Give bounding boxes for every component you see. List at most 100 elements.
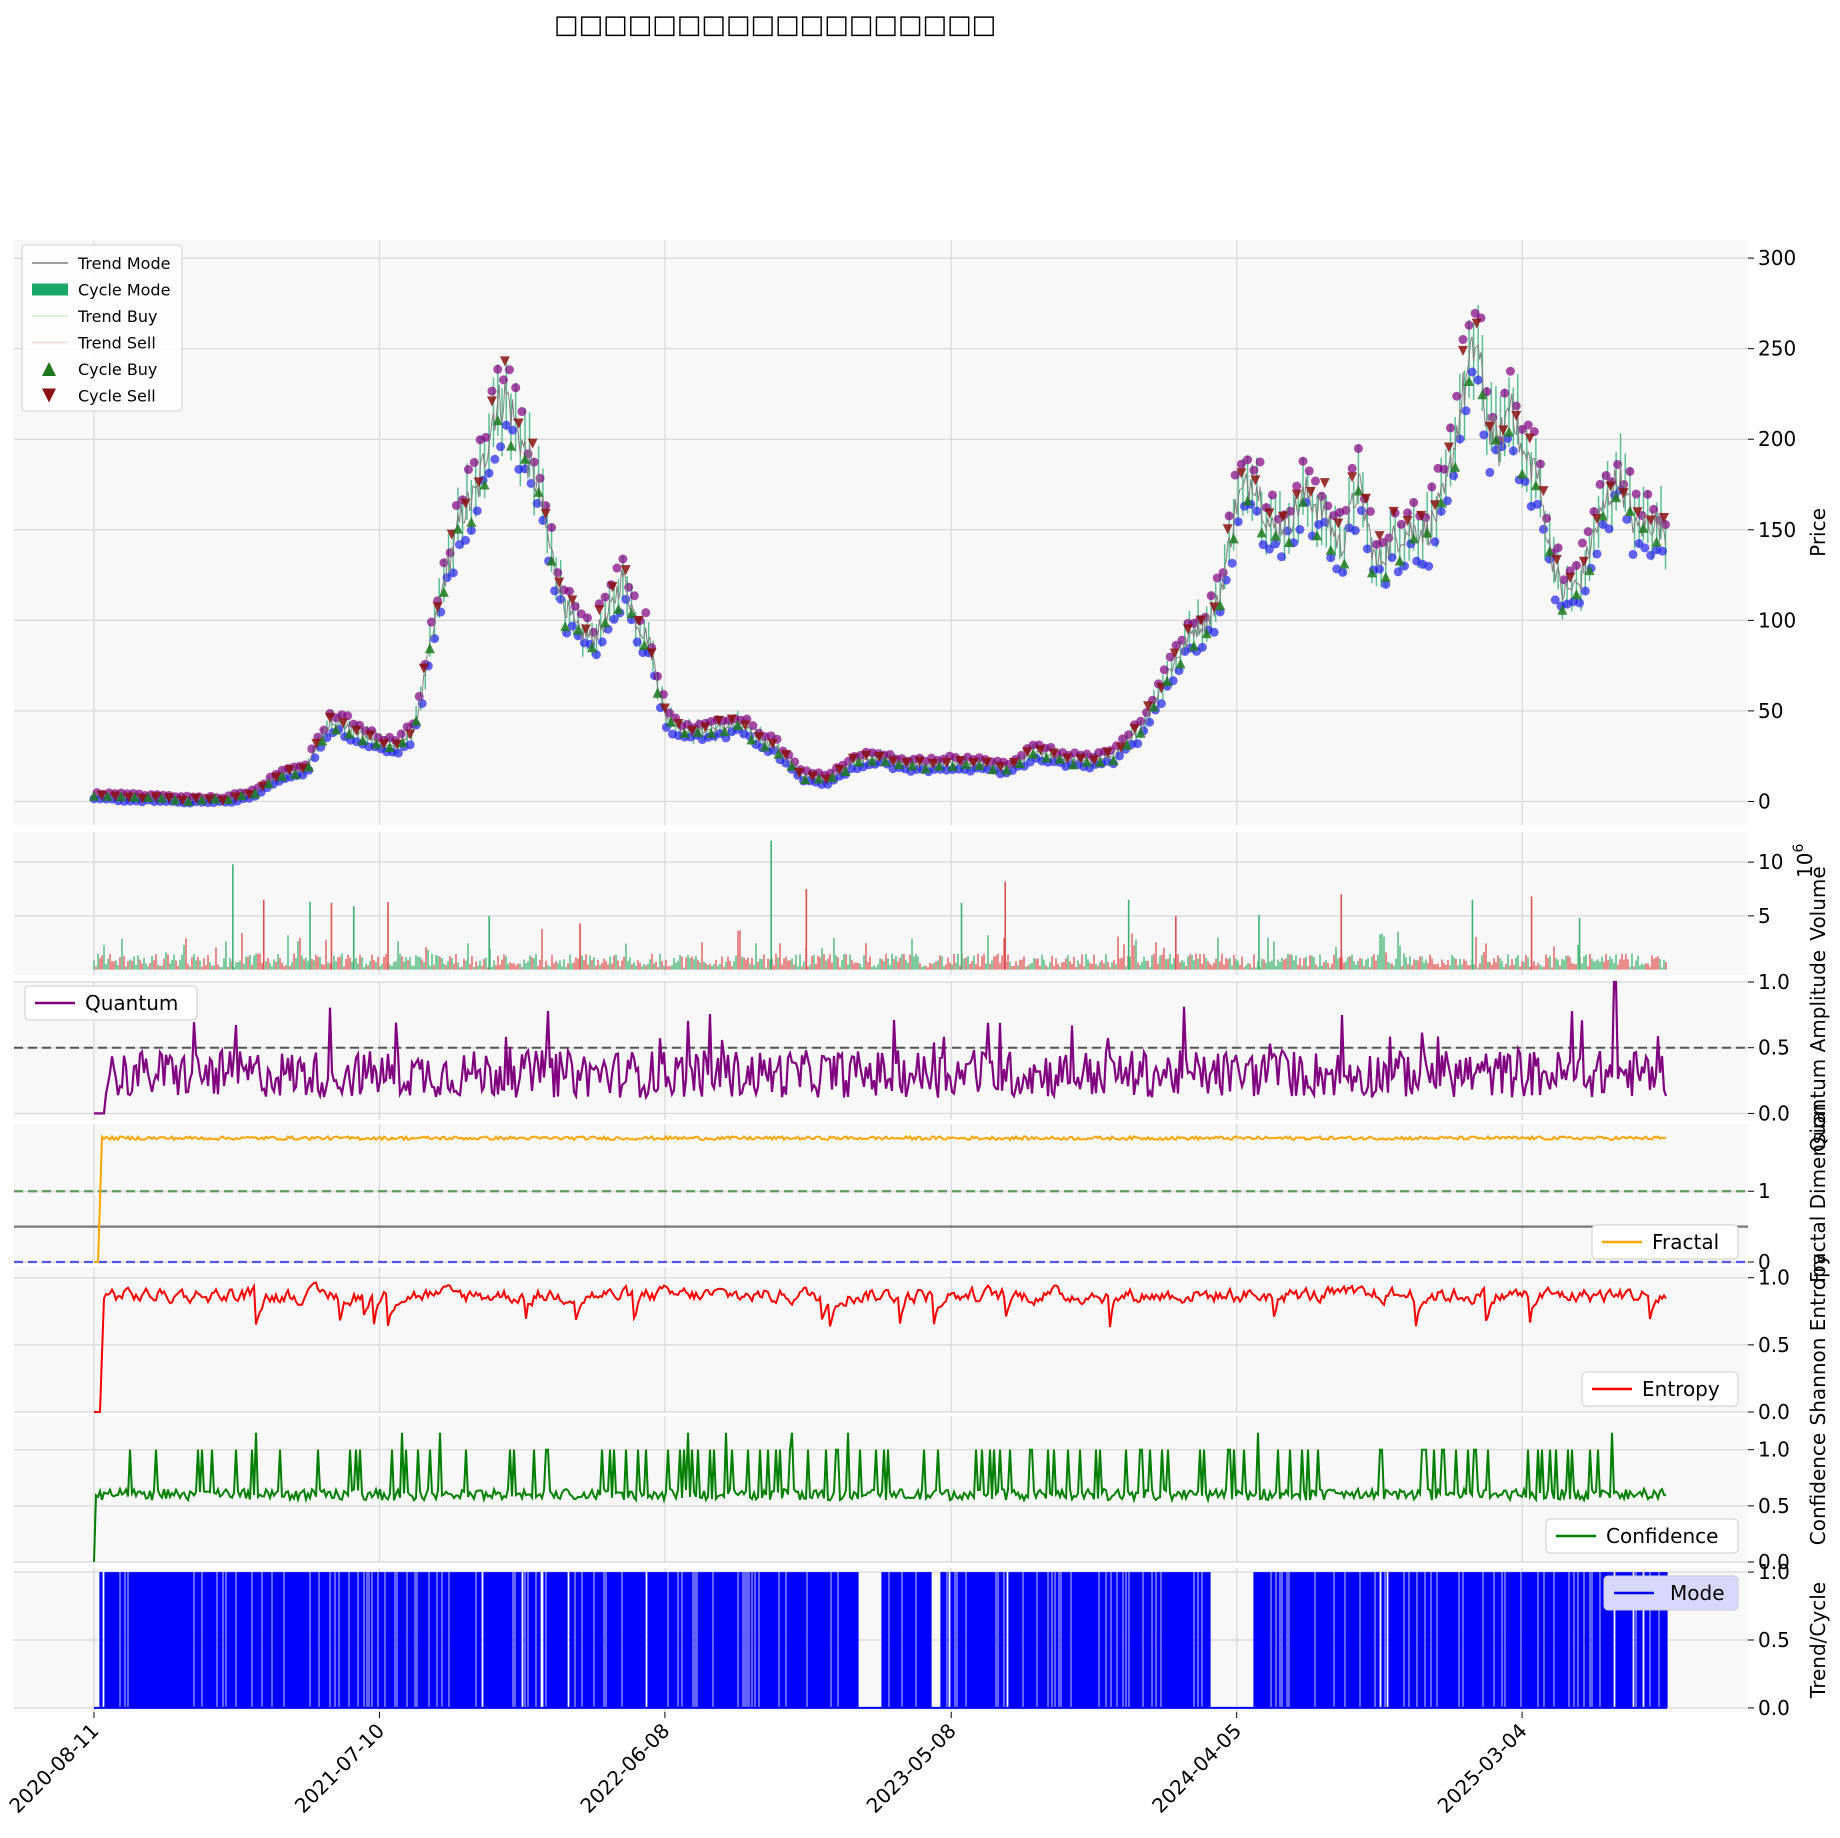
trend-high-marker bbox=[1218, 568, 1228, 578]
trend-high-marker bbox=[1577, 538, 1587, 548]
trend-high-marker bbox=[564, 586, 574, 596]
trend-high-marker bbox=[426, 617, 436, 627]
y-tick-label: 150 bbox=[1758, 518, 1796, 542]
cycle-sell-marker bbox=[901, 757, 912, 768]
cycle-sell-marker bbox=[1443, 442, 1454, 453]
cycle-buy-marker bbox=[987, 764, 998, 775]
trend-low-marker bbox=[508, 425, 518, 435]
cycle-buy-marker bbox=[156, 792, 167, 803]
cycle-buy-marker bbox=[290, 769, 301, 780]
trend-high-marker bbox=[1488, 412, 1498, 422]
legend-label: Cycle Buy bbox=[78, 360, 157, 379]
cycle-sell-marker bbox=[365, 730, 376, 741]
cycle-buy-marker bbox=[719, 726, 730, 737]
cycle-sell-marker bbox=[1264, 508, 1275, 519]
cycle-sell-marker bbox=[914, 756, 925, 767]
cycle-buy-marker bbox=[1353, 485, 1364, 496]
trend-high-marker bbox=[1142, 708, 1152, 718]
trend-low-marker bbox=[1252, 506, 1262, 516]
cycle-buy-marker bbox=[546, 555, 557, 566]
cycle-sell-marker bbox=[1277, 511, 1288, 522]
cycle-buy-marker bbox=[893, 759, 904, 770]
trend-high-marker bbox=[1212, 573, 1222, 583]
cycle-sell-marker bbox=[230, 792, 241, 803]
trend-low-marker bbox=[310, 753, 320, 763]
trend-low-marker bbox=[1295, 525, 1305, 535]
price-legend: Trend Mode Cycle Mode Trend Buy Trend Sell C… bbox=[21, 244, 183, 412]
y-tick-label: 250 bbox=[1758, 337, 1796, 361]
cycle-buy-marker bbox=[613, 603, 624, 614]
cycle-buy-marker bbox=[800, 774, 811, 785]
cycle-sell-marker bbox=[1209, 602, 1220, 613]
cycle-sell-marker bbox=[1305, 486, 1316, 497]
cycle-buy-marker bbox=[1408, 533, 1419, 544]
cycle-sell-marker bbox=[847, 753, 858, 764]
cycle-buy-marker bbox=[1148, 701, 1159, 712]
cycle-sell-marker bbox=[513, 418, 524, 429]
cycle-sell-marker bbox=[659, 703, 670, 714]
cycle-buy-marker bbox=[560, 621, 571, 632]
cycle-sell-marker bbox=[1551, 555, 1562, 566]
cycle-buy-marker bbox=[1380, 571, 1391, 582]
volume-multiplier: 106 bbox=[1791, 844, 1817, 878]
cycle-sell-marker bbox=[1659, 512, 1670, 523]
cycle-sell-marker bbox=[1471, 318, 1482, 329]
cycle-sell-marker bbox=[807, 771, 818, 782]
cycle-sell-marker bbox=[405, 729, 416, 740]
cycle-buy-marker bbox=[1014, 758, 1025, 769]
cycle-buy-marker bbox=[116, 791, 127, 802]
trend-low-marker bbox=[466, 525, 476, 535]
cycle-sell-marker bbox=[1578, 556, 1589, 567]
trend-high-marker bbox=[653, 671, 663, 681]
trend-low-marker bbox=[1646, 550, 1656, 560]
trend-low-marker bbox=[1424, 561, 1434, 571]
cycle-sell-marker bbox=[1236, 468, 1247, 479]
trend-high-marker bbox=[1267, 490, 1277, 500]
cycle-sell-marker bbox=[486, 396, 497, 407]
trend-low-marker bbox=[1156, 699, 1166, 709]
cycle-buy-marker bbox=[129, 791, 140, 802]
trend-low-marker bbox=[472, 506, 482, 516]
cycle-buy-marker bbox=[1256, 527, 1267, 538]
fractal-line bbox=[94, 1134, 1667, 1263]
legend-box bbox=[24, 985, 198, 1021]
legend-label: Confidence bbox=[1606, 1524, 1718, 1548]
y-tick-label: 0 bbox=[1758, 1250, 1771, 1274]
trend-high-marker bbox=[1643, 489, 1653, 499]
y-tick-label: 0.5 bbox=[1758, 1333, 1790, 1357]
trend-low-marker bbox=[1520, 476, 1530, 486]
y-tick-label: 1.0 bbox=[1758, 1266, 1790, 1290]
cycle-buy-marker bbox=[1297, 496, 1308, 507]
panel-price: 0 50 100 150 200 250 300 Price bbox=[14, 240, 1830, 825]
trend-high-marker bbox=[1542, 513, 1552, 523]
trend-high-marker bbox=[1553, 543, 1563, 553]
trend-low-marker bbox=[1430, 537, 1440, 547]
x-tick-label: 2024-04-05 bbox=[1147, 1719, 1246, 1818]
trend-high-marker bbox=[1458, 335, 1468, 345]
legend-label: Mode bbox=[1670, 1581, 1725, 1605]
y-tick-label: 0.0 bbox=[1758, 1101, 1790, 1125]
cycle-buy-marker bbox=[424, 643, 435, 654]
trend-high-marker bbox=[1613, 459, 1623, 469]
cycle-buy-marker bbox=[1638, 522, 1649, 533]
cycle-buy-marker bbox=[1394, 555, 1405, 566]
cycle-buy-marker bbox=[1054, 753, 1065, 764]
trend-low-marker bbox=[1550, 595, 1560, 605]
y-tick-label: 100 bbox=[1758, 608, 1796, 632]
cycle-buy-marker bbox=[652, 687, 663, 698]
cycle-buy-marker bbox=[303, 761, 314, 772]
cycle-buy-marker bbox=[1422, 527, 1433, 538]
cycle-sell-marker bbox=[1116, 742, 1127, 753]
y-tick-label: 300 bbox=[1758, 246, 1796, 270]
cycle-sell-marker bbox=[1222, 524, 1233, 535]
trend-low-marker bbox=[1393, 567, 1403, 577]
trend-high-marker bbox=[618, 554, 628, 564]
plot-area bbox=[14, 1267, 1748, 1412]
trend-low-marker bbox=[1350, 525, 1360, 535]
trend-high-marker bbox=[1631, 489, 1641, 499]
cycle-sell-marker bbox=[928, 758, 939, 769]
plot-area bbox=[14, 1124, 1748, 1262]
x-tick-label: 2021-07-10 bbox=[290, 1719, 389, 1818]
cycle-buy-marker bbox=[692, 727, 703, 738]
trend-high-marker bbox=[1292, 481, 1302, 491]
